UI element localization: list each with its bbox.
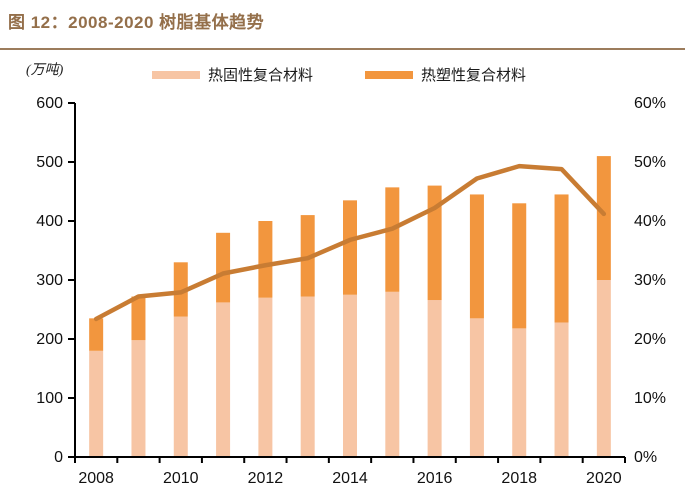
- y-axis-tick-label: 600: [36, 95, 63, 112]
- bar-thermoset-2009: [131, 340, 146, 457]
- bar-thermoplastic-2010: [173, 262, 188, 317]
- bar-thermoset-2018: [512, 328, 527, 457]
- thermoset-swatch-icon: [152, 70, 200, 79]
- bar-thermoplastic-2016: [427, 185, 442, 301]
- legend-label-thermoplastic: 热塑性复合材料: [421, 67, 527, 84]
- y-axis-tick-label: 100: [36, 390, 63, 407]
- y-axis-tick-label: 300: [36, 272, 63, 289]
- bar-thermoset-2017: [469, 318, 484, 457]
- right-axis-tick-label: 10%: [634, 390, 666, 407]
- x-axis-tick-label: 2016: [417, 470, 453, 487]
- right-axis-tick-label: 0%: [634, 449, 657, 466]
- right-axis-tick-label: 40%: [634, 213, 666, 230]
- bar-thermoset-2011: [216, 302, 231, 457]
- thermoplastic-swatch-icon: [365, 70, 414, 79]
- legend-label-thermoset: 热固性复合材料: [208, 67, 314, 84]
- y-axis-tick-label: 400: [36, 213, 63, 230]
- right-axis-tick-label: 30%: [634, 272, 666, 289]
- x-axis-tick-label: 2012: [248, 470, 284, 487]
- bar-thermoplastic-2008: [89, 318, 104, 351]
- thermoplastic-share-trend-line: [93, 163, 607, 322]
- legend-item-thermoplastic: 热塑性复合材料: [365, 64, 526, 85]
- bar-thermoplastic-2009: [131, 296, 146, 341]
- x-axis-tick-label: 2010: [163, 470, 199, 487]
- bar-thermoplastic-2012: [258, 221, 273, 298]
- bar-thermoplastic-2011: [216, 232, 231, 303]
- bar-thermoset-2019: [554, 322, 569, 457]
- bar-thermoplastic-2015: [385, 187, 400, 292]
- bar-thermoset-2012: [258, 297, 273, 457]
- title-divider: [0, 48, 685, 50]
- x-axis-tick-label: 2014: [332, 470, 368, 487]
- page-title: 图 12：2008-2020 树脂基体趋势: [8, 13, 265, 32]
- right-axis-tick-label: 20%: [634, 331, 666, 348]
- bar-thermoset-2008: [89, 350, 104, 457]
- chart-legend: 热固性复合材料 热塑性复合材料: [152, 64, 526, 85]
- bar-thermoplastic-2017: [469, 194, 484, 319]
- bar-thermoplastic-2020: [596, 156, 611, 280]
- x-axis-tick-label: 2018: [501, 470, 537, 487]
- bar-thermoplastic-2018: [512, 203, 527, 329]
- left-axis-unit-label: (万吨): [26, 63, 64, 78]
- bar-thermoset-2014: [343, 294, 357, 457]
- right-axis-tick-label: 50%: [634, 154, 666, 171]
- bar-thermoplastic-2019: [554, 194, 569, 323]
- bar-thermoplastic-2014: [343, 200, 357, 295]
- bar-thermoset-2016: [427, 300, 442, 457]
- right-axis-tick-label: 60%: [634, 95, 666, 112]
- x-axis-tick-label: 2020: [586, 470, 622, 487]
- y-axis-tick-label: 0: [54, 449, 63, 466]
- legend-item-thermoset: 热固性复合材料: [152, 64, 313, 85]
- bar-thermoset-2020: [596, 280, 611, 457]
- bar-thermoset-2010: [173, 316, 188, 457]
- bar-thermoset-2015: [385, 291, 400, 457]
- bar-thermoset-2013: [300, 296, 315, 457]
- y-axis-tick-label: 200: [36, 331, 63, 348]
- x-axis-tick-label: 2008: [78, 470, 114, 487]
- y-axis-tick-label: 500: [36, 154, 63, 171]
